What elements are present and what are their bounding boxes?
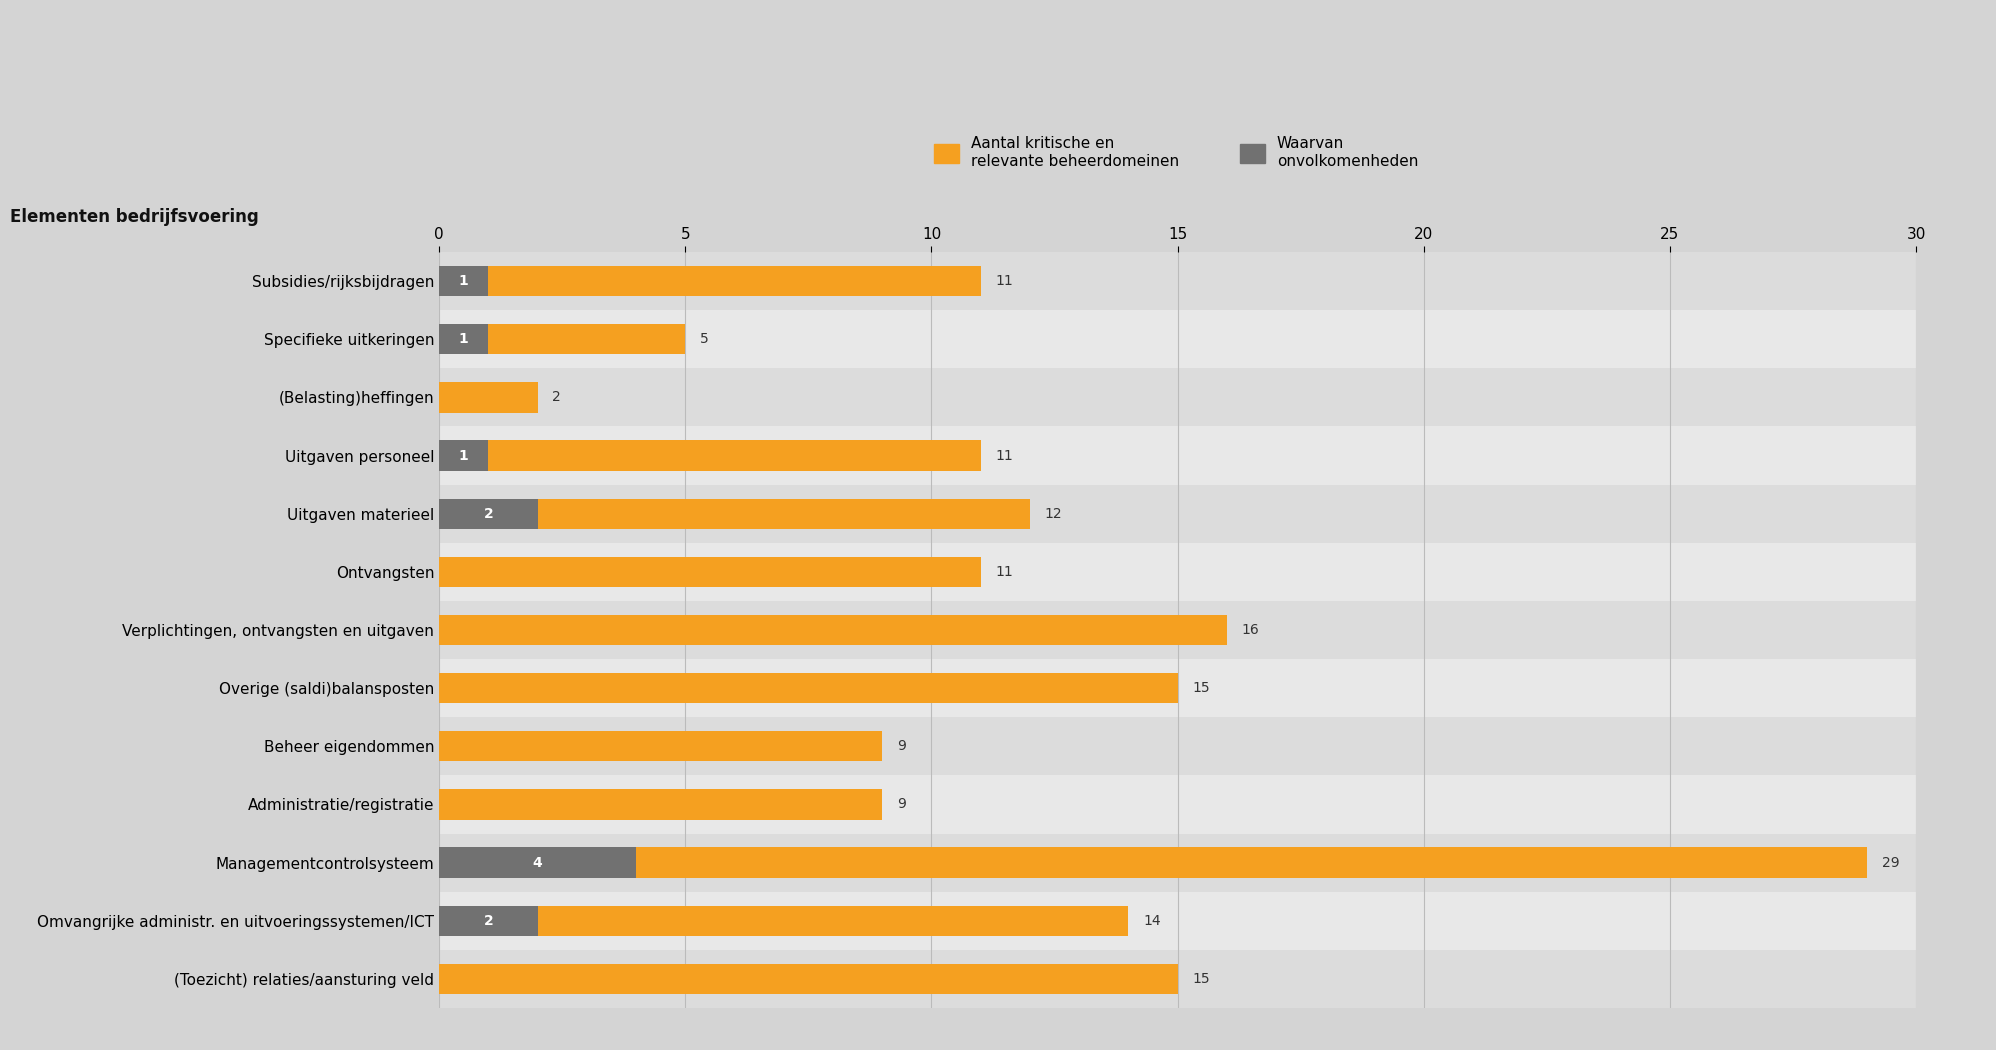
- Bar: [439, 499, 537, 529]
- Text: 9: 9: [896, 797, 906, 812]
- Bar: [439, 906, 537, 936]
- Bar: [439, 601, 1916, 659]
- Bar: [439, 731, 882, 761]
- Bar: [439, 266, 489, 296]
- Text: 5: 5: [701, 332, 709, 346]
- Text: 11: 11: [996, 565, 1014, 579]
- Legend: Aantal kritische en
relevante beheerdomeinen, Waarvan
onvolkomenheden: Aantal kritische en relevante beheerdome…: [934, 136, 1417, 169]
- Text: 1: 1: [459, 274, 469, 288]
- Bar: [439, 834, 1916, 891]
- Text: 15: 15: [1192, 681, 1210, 695]
- Bar: [439, 440, 980, 470]
- Bar: [439, 556, 980, 587]
- Text: 15: 15: [1192, 972, 1210, 986]
- Bar: [439, 369, 1916, 426]
- Bar: [439, 964, 1178, 994]
- Text: 1: 1: [459, 448, 469, 463]
- Bar: [439, 426, 1916, 485]
- Bar: [439, 543, 1916, 601]
- Text: 11: 11: [996, 274, 1014, 288]
- Text: 11: 11: [996, 448, 1014, 463]
- Bar: [439, 673, 1178, 704]
- Bar: [439, 615, 1228, 645]
- Bar: [439, 252, 1916, 310]
- Text: 9: 9: [896, 739, 906, 753]
- Text: 14: 14: [1144, 914, 1162, 928]
- Bar: [439, 440, 489, 470]
- Bar: [439, 790, 882, 820]
- Bar: [439, 659, 1916, 717]
- Bar: [439, 499, 1030, 529]
- Text: 2: 2: [553, 391, 561, 404]
- Bar: [439, 847, 637, 878]
- Text: 2: 2: [483, 507, 493, 521]
- Text: 1: 1: [459, 332, 469, 346]
- Text: 12: 12: [1044, 507, 1062, 521]
- Bar: [439, 906, 1128, 936]
- Bar: [439, 324, 685, 354]
- Bar: [439, 324, 489, 354]
- Text: 4: 4: [533, 856, 543, 869]
- Bar: [439, 382, 537, 413]
- Bar: [439, 891, 1916, 950]
- Text: 2: 2: [483, 914, 493, 928]
- Bar: [439, 775, 1916, 834]
- Bar: [439, 266, 980, 296]
- Text: 29: 29: [1882, 856, 1900, 869]
- Bar: [439, 717, 1916, 775]
- Bar: [439, 847, 1866, 878]
- Text: Elementen bedrijfsvoering: Elementen bedrijfsvoering: [10, 208, 259, 226]
- Bar: [439, 950, 1916, 1008]
- Text: 16: 16: [1242, 623, 1259, 637]
- Bar: [439, 485, 1916, 543]
- Bar: [439, 310, 1916, 369]
